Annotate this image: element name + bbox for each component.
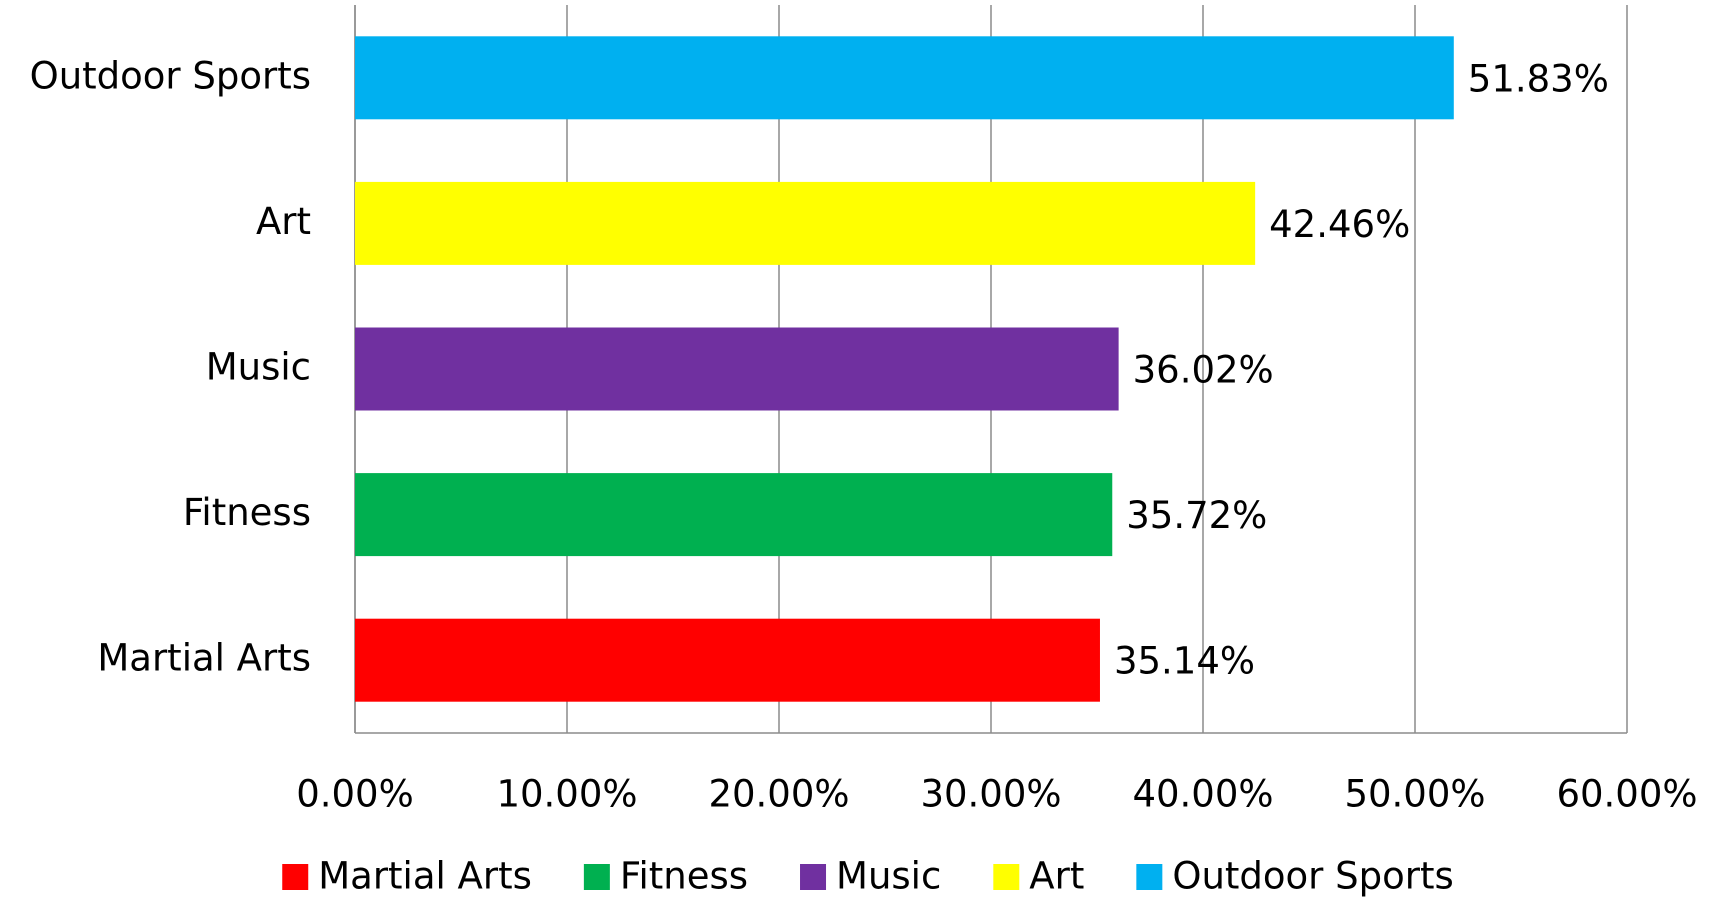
legend-label: Outdoor Sports bbox=[1172, 855, 1453, 898]
legend-label: Martial Arts bbox=[318, 855, 532, 898]
legend-swatch bbox=[1136, 864, 1163, 890]
x-tick-label: 40.00% bbox=[1132, 773, 1273, 816]
y-tick-label: Fitness bbox=[183, 491, 311, 534]
y-tick-label: Martial Arts bbox=[97, 637, 311, 680]
data-label: 42.46% bbox=[1269, 203, 1410, 246]
x-tick-label: 30.00% bbox=[920, 773, 1061, 816]
bar bbox=[355, 473, 1113, 557]
legend-swatch bbox=[800, 864, 827, 890]
x-tick-label: 20.00% bbox=[708, 773, 849, 816]
y-tick-label: Art bbox=[256, 200, 311, 243]
data-label: 51.83% bbox=[1468, 57, 1609, 100]
bar bbox=[355, 36, 1454, 120]
legend-swatch bbox=[993, 864, 1020, 890]
data-label: 35.14% bbox=[1114, 640, 1255, 683]
data-label: 36.02% bbox=[1133, 349, 1274, 392]
x-tick-label: 0.00% bbox=[296, 773, 414, 816]
legend: Martial Arts Fitness Music Art Outdoor Sport… bbox=[282, 855, 1454, 898]
data-label: 35.72% bbox=[1126, 494, 1267, 537]
legend-label: Music bbox=[836, 855, 941, 898]
x-tick-label: 60.00% bbox=[1556, 773, 1697, 816]
bar bbox=[355, 618, 1100, 702]
bar bbox=[355, 327, 1119, 411]
legend-label: Art bbox=[1029, 855, 1084, 898]
x-tick-label: 10.00% bbox=[496, 773, 637, 816]
y-tick-label: Outdoor Sports bbox=[30, 54, 311, 97]
x-tick-label: 50.00% bbox=[1344, 773, 1485, 816]
legend-swatch bbox=[282, 864, 309, 890]
legend-label: Fitness bbox=[620, 855, 748, 898]
bar bbox=[355, 181, 1256, 265]
legend-swatch bbox=[583, 864, 610, 890]
y-tick-label: Music bbox=[206, 346, 311, 389]
